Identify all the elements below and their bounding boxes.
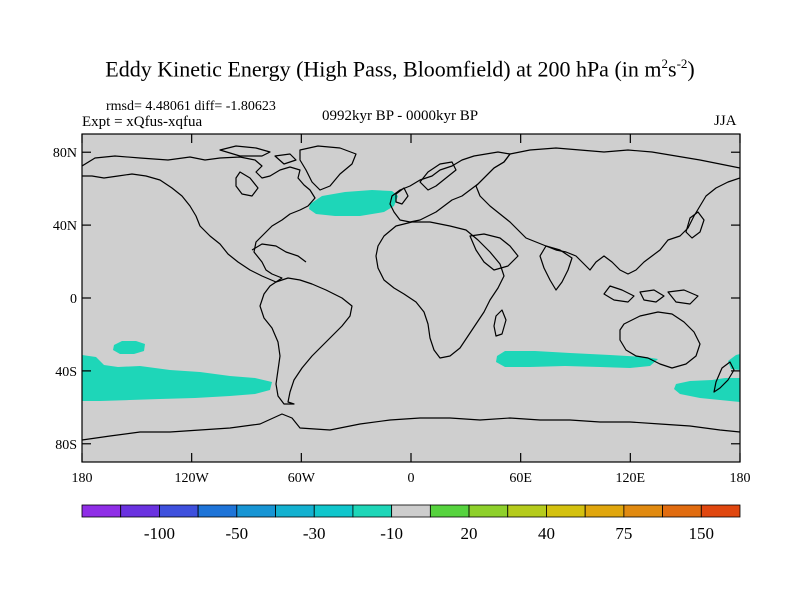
anomaly-region-south-pacific xyxy=(82,355,272,401)
season-label: JJA xyxy=(714,113,737,129)
colorbar-label: 40 xyxy=(538,524,555,543)
lon-tick-label: 120W xyxy=(175,471,210,486)
period-label: 0992kyr BP - 0000kyr BP xyxy=(321,108,479,124)
colorbar-swatch xyxy=(623,504,663,518)
anomaly-layer xyxy=(82,190,740,402)
anomaly-region-small-pacific xyxy=(113,341,145,354)
lon-tick-label: 0 xyxy=(408,471,415,486)
coastline-asia xyxy=(475,147,740,275)
coastline-hudson-bay xyxy=(235,171,259,197)
colorbar-swatch xyxy=(197,504,238,518)
coastline-india xyxy=(539,245,573,291)
colorbar-swatch xyxy=(81,504,122,518)
coastline-antarctica xyxy=(82,413,740,441)
lat-tick-label: 80S xyxy=(55,438,77,453)
coastline-australia xyxy=(619,311,701,369)
colorbar-swatch xyxy=(546,504,586,518)
anomaly-region-indian-ocean xyxy=(496,351,658,368)
coastline-south-america xyxy=(259,277,353,405)
map-title: Eddy Kinetic Energy (High Pass, Bloomfie… xyxy=(105,56,695,82)
colorbar-swatch xyxy=(275,504,315,518)
colorbar-label: 150 xyxy=(689,524,715,543)
colorbar-label: 20 xyxy=(461,524,478,543)
latitude-ticks: 80N 40N 0 40S 80S xyxy=(53,146,740,453)
coastline-arctic-islands xyxy=(219,145,297,165)
lat-tick-label: 0 xyxy=(70,292,77,307)
colorbar-swatch xyxy=(700,504,741,518)
colorbar-swatch xyxy=(159,504,199,518)
colorbar-swatch xyxy=(468,504,509,518)
coastline-indonesia xyxy=(603,285,699,305)
colorbar-label: -10 xyxy=(380,524,403,543)
lon-tick-label: 60E xyxy=(509,471,532,486)
experiment-label: Expt = xQfus-xqfua xyxy=(82,114,203,130)
coastline-greenland xyxy=(299,145,357,191)
lon-tick-label: 180 xyxy=(72,471,93,486)
colorbar-swatch xyxy=(120,504,160,518)
colorbar: -100 -50 -30 -10 20 40 75 150 xyxy=(81,504,741,543)
lon-tick-label: 120E xyxy=(616,471,646,486)
lat-tick-label: 80N xyxy=(53,146,77,161)
coastline-north-america xyxy=(82,155,316,283)
coastline-caribbean xyxy=(251,243,307,263)
anomaly-region-north-atlantic xyxy=(309,190,398,216)
coastlines xyxy=(82,145,740,441)
colorbar-swatch xyxy=(507,504,547,518)
colorbar-label: -100 xyxy=(144,524,175,543)
colorbar-swatch xyxy=(236,504,276,518)
stats-label: rmsd= 4.48061 diff= -1.80623 xyxy=(106,99,276,114)
colorbar-swatch xyxy=(391,504,431,518)
colorbar-swatch xyxy=(429,504,470,518)
lat-tick-label: 40N xyxy=(53,219,77,234)
colorbar-swatch xyxy=(662,504,702,518)
colorbar-swatch xyxy=(352,504,393,518)
colorbar-label: -50 xyxy=(225,524,248,543)
coastline-british-isles xyxy=(395,187,409,205)
colorbar-label: -30 xyxy=(303,524,326,543)
longitude-ticks: 180 120W 60W 0 60E 120E 180 xyxy=(72,134,751,486)
colorbar-label: 75 xyxy=(615,524,632,543)
coastline-japan xyxy=(685,211,705,239)
anomaly-region-new-zealand xyxy=(728,354,740,370)
coastline-madagascar xyxy=(493,309,507,337)
coastline-new-zealand xyxy=(713,361,735,393)
coastline-arabia xyxy=(469,233,519,271)
lon-tick-label: 60W xyxy=(288,471,316,486)
colorbar-swatch xyxy=(313,504,354,518)
coastline-africa xyxy=(375,221,505,359)
lat-tick-label: 40S xyxy=(55,365,77,380)
colorbar-swatch xyxy=(584,504,625,518)
lon-tick-label: 180 xyxy=(730,471,751,486)
coastline-scandinavia xyxy=(419,161,457,191)
